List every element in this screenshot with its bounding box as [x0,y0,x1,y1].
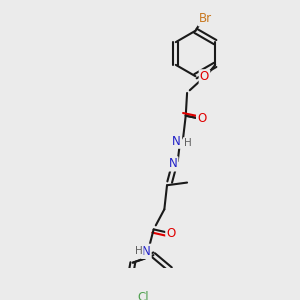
Text: Cl: Cl [137,291,149,300]
Text: N: N [142,245,151,258]
Text: Br: Br [199,12,212,25]
Text: H: H [135,245,142,256]
Text: N: N [169,157,177,170]
Text: O: O [200,70,209,83]
Text: H: H [184,138,191,148]
Text: O: O [167,227,176,240]
Text: N: N [172,135,181,148]
Text: O: O [197,112,206,125]
